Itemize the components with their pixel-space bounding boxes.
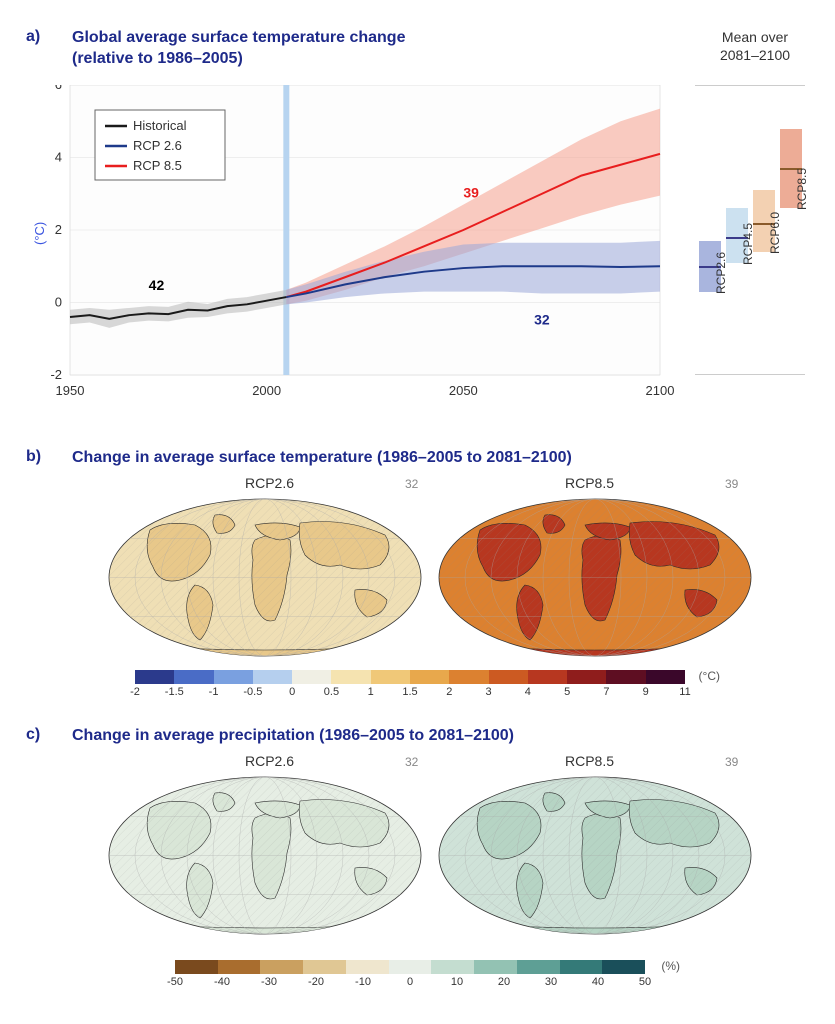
temperature-line-chart: -2 0 2 4 6 1950 2000 2050 2100 42 39 32 Historical RC…: [40, 85, 690, 415]
svg-text:1950: 1950: [56, 383, 85, 398]
map-b-left-count: 32: [405, 477, 418, 491]
svg-text:0: 0: [55, 295, 62, 310]
svg-text:2050: 2050: [449, 383, 478, 398]
colorbar-temperature: -2-1.5-1-0.500.511.523457911 (°C): [135, 670, 685, 700]
map-c-left-count: 32: [405, 755, 418, 769]
svg-text:2: 2: [55, 222, 62, 237]
panel-a-title: Global average surface temperature chang…: [72, 28, 405, 70]
panel-c-maps: RCP2.6 32 RCP8.5 39: [105, 753, 755, 963]
map-c-left-title: RCP2.6: [245, 753, 294, 769]
panel-a-side-title: Mean over 2081–2100: [700, 28, 810, 64]
colorbar-precipitation: -50-40-30-20-1001020304050 (%): [175, 960, 645, 990]
map-b-right-title: RCP8.5: [565, 475, 614, 491]
mean-boxplot-group: RCP2.6RCP4.5RCP6.0RCP8.5: [695, 85, 805, 375]
map-c-rcp85: [435, 773, 755, 938]
panel-b-maps: RCP2.6 32 RCP8.5 39: [105, 475, 755, 685]
svg-text:42: 42: [149, 277, 165, 293]
panel-b-label: b): [26, 448, 41, 466]
colorbar-c-unit: (%): [661, 959, 680, 973]
panel-b-title: Change in average surface temperature (1…: [72, 448, 572, 469]
svg-text:RCP 2.6: RCP 2.6: [133, 138, 182, 153]
svg-text:4: 4: [55, 150, 62, 165]
map-b-left-title: RCP2.6: [245, 475, 294, 491]
map-c-rcp26: [105, 773, 425, 938]
panel-a-label: a): [26, 28, 40, 46]
svg-text:39: 39: [463, 184, 479, 200]
svg-text:Historical: Historical: [133, 118, 187, 133]
map-b-rcp85: [435, 495, 755, 660]
svg-text:RCP 8.5: RCP 8.5: [133, 158, 182, 173]
svg-text:2100: 2100: [646, 383, 675, 398]
colorbar-b-unit: (°C): [699, 669, 720, 683]
map-b-right-count: 39: [725, 477, 738, 491]
svg-text:6: 6: [55, 85, 62, 92]
map-c-right-title: RCP8.5: [565, 753, 614, 769]
svg-text:32: 32: [534, 311, 550, 327]
map-b-rcp26: [105, 495, 425, 660]
panel-c-title: Change in average precipitation (1986–20…: [72, 726, 514, 747]
y-axis-label: (°C): [32, 222, 47, 245]
svg-text:-2: -2: [50, 367, 62, 382]
map-c-right-count: 39: [725, 755, 738, 769]
svg-text:2000: 2000: [252, 383, 281, 398]
panel-c-label: c): [26, 726, 40, 744]
